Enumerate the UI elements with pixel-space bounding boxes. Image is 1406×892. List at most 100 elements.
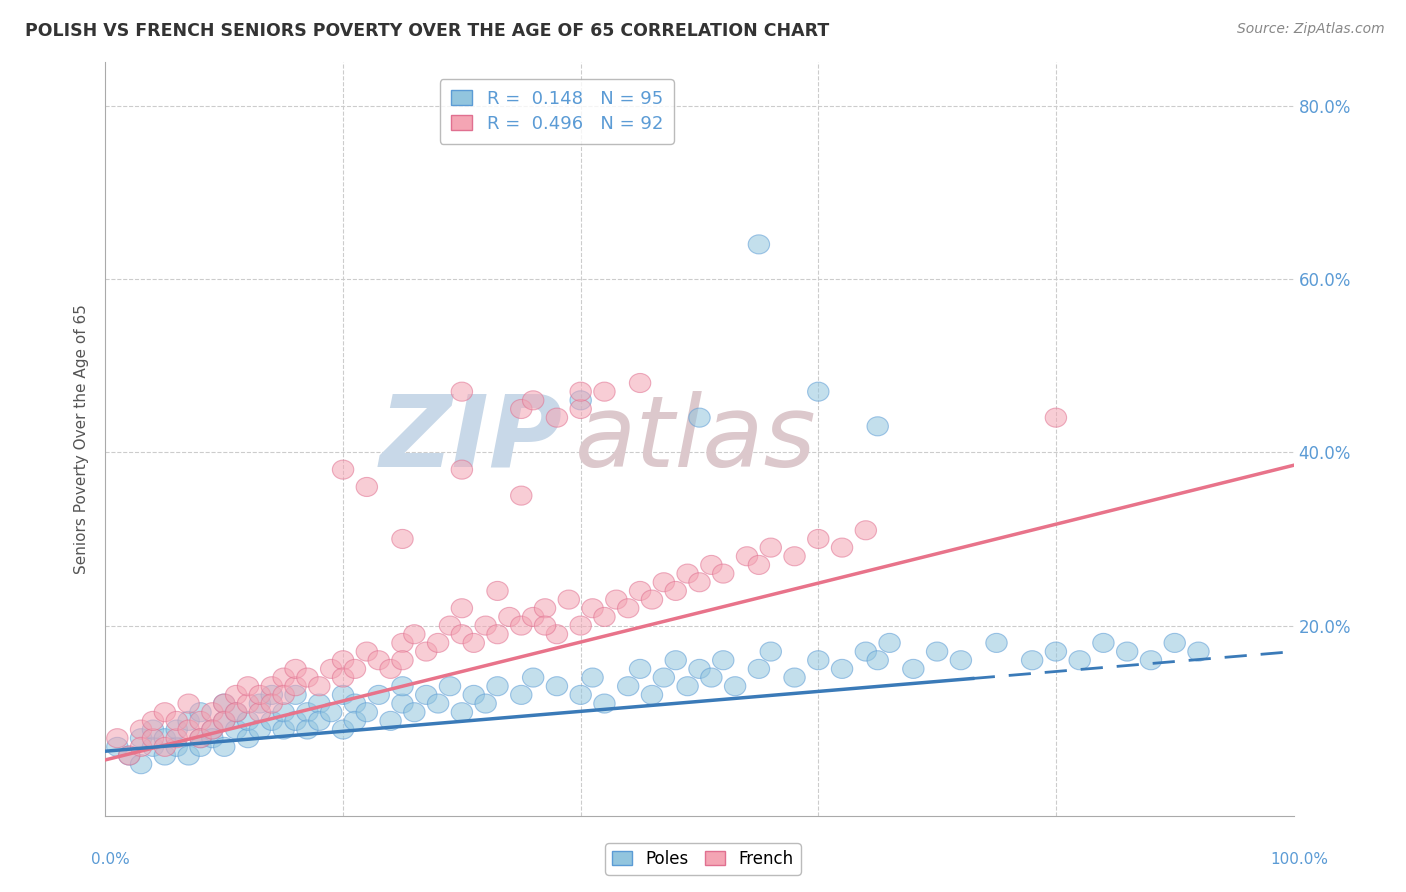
- Ellipse shape: [238, 677, 259, 696]
- Ellipse shape: [238, 711, 259, 731]
- Ellipse shape: [332, 460, 354, 479]
- Ellipse shape: [214, 694, 235, 713]
- Ellipse shape: [783, 668, 806, 687]
- Text: 0.0%: 0.0%: [91, 852, 131, 867]
- Ellipse shape: [427, 633, 449, 652]
- Ellipse shape: [510, 486, 531, 505]
- Ellipse shape: [308, 677, 330, 696]
- Ellipse shape: [748, 235, 769, 254]
- Ellipse shape: [262, 685, 283, 705]
- Ellipse shape: [142, 729, 163, 747]
- Ellipse shape: [155, 703, 176, 722]
- Ellipse shape: [392, 633, 413, 652]
- Ellipse shape: [569, 685, 592, 705]
- Ellipse shape: [356, 642, 378, 661]
- Ellipse shape: [831, 538, 853, 558]
- Ellipse shape: [546, 409, 568, 427]
- Ellipse shape: [689, 409, 710, 427]
- Ellipse shape: [617, 599, 638, 618]
- Ellipse shape: [131, 729, 152, 747]
- Ellipse shape: [689, 573, 710, 591]
- Ellipse shape: [439, 677, 461, 696]
- Ellipse shape: [321, 659, 342, 679]
- Ellipse shape: [201, 703, 224, 722]
- Ellipse shape: [713, 650, 734, 670]
- Ellipse shape: [855, 521, 876, 540]
- Ellipse shape: [308, 711, 330, 731]
- Ellipse shape: [569, 391, 592, 409]
- Ellipse shape: [416, 685, 437, 705]
- Text: ZIP: ZIP: [380, 391, 562, 488]
- Ellipse shape: [737, 547, 758, 566]
- Ellipse shape: [950, 650, 972, 670]
- Y-axis label: Seniors Poverty Over the Age of 65: Seniors Poverty Over the Age of 65: [75, 304, 90, 574]
- Ellipse shape: [190, 738, 211, 756]
- Ellipse shape: [1188, 642, 1209, 661]
- Ellipse shape: [297, 668, 318, 687]
- Ellipse shape: [523, 607, 544, 626]
- Ellipse shape: [451, 624, 472, 644]
- Ellipse shape: [392, 650, 413, 670]
- Ellipse shape: [179, 720, 200, 739]
- Ellipse shape: [486, 582, 508, 600]
- Ellipse shape: [700, 668, 723, 687]
- Ellipse shape: [179, 711, 200, 731]
- Ellipse shape: [569, 400, 592, 418]
- Ellipse shape: [676, 677, 699, 696]
- Ellipse shape: [273, 703, 294, 722]
- Ellipse shape: [249, 694, 270, 713]
- Ellipse shape: [225, 703, 247, 722]
- Ellipse shape: [190, 729, 211, 747]
- Ellipse shape: [118, 746, 141, 765]
- Legend: Poles, French: Poles, French: [606, 844, 800, 875]
- Ellipse shape: [630, 582, 651, 600]
- Ellipse shape: [855, 642, 876, 661]
- Ellipse shape: [903, 659, 924, 679]
- Ellipse shape: [392, 677, 413, 696]
- Ellipse shape: [297, 703, 318, 722]
- Ellipse shape: [1045, 409, 1067, 427]
- Ellipse shape: [131, 738, 152, 756]
- Ellipse shape: [807, 382, 830, 401]
- Ellipse shape: [155, 746, 176, 765]
- Ellipse shape: [463, 633, 485, 652]
- Ellipse shape: [713, 564, 734, 583]
- Ellipse shape: [569, 616, 592, 635]
- Ellipse shape: [166, 711, 187, 731]
- Ellipse shape: [404, 624, 425, 644]
- Ellipse shape: [986, 633, 1007, 652]
- Ellipse shape: [214, 711, 235, 731]
- Ellipse shape: [499, 607, 520, 626]
- Ellipse shape: [214, 711, 235, 731]
- Ellipse shape: [273, 720, 294, 739]
- Ellipse shape: [630, 659, 651, 679]
- Ellipse shape: [225, 720, 247, 739]
- Ellipse shape: [463, 685, 485, 705]
- Ellipse shape: [1140, 650, 1161, 670]
- Ellipse shape: [190, 729, 211, 747]
- Ellipse shape: [179, 694, 200, 713]
- Ellipse shape: [523, 391, 544, 409]
- Ellipse shape: [131, 720, 152, 739]
- Ellipse shape: [344, 694, 366, 713]
- Ellipse shape: [486, 624, 508, 644]
- Ellipse shape: [190, 711, 211, 731]
- Ellipse shape: [617, 677, 638, 696]
- Ellipse shape: [783, 547, 806, 566]
- Ellipse shape: [831, 659, 853, 679]
- Ellipse shape: [166, 729, 187, 747]
- Ellipse shape: [807, 650, 830, 670]
- Ellipse shape: [748, 659, 769, 679]
- Ellipse shape: [546, 624, 568, 644]
- Ellipse shape: [201, 720, 224, 739]
- Ellipse shape: [1045, 642, 1067, 661]
- Ellipse shape: [593, 382, 616, 401]
- Ellipse shape: [451, 460, 472, 479]
- Ellipse shape: [582, 668, 603, 687]
- Ellipse shape: [523, 668, 544, 687]
- Ellipse shape: [249, 703, 270, 722]
- Ellipse shape: [392, 694, 413, 713]
- Ellipse shape: [262, 711, 283, 731]
- Ellipse shape: [285, 677, 307, 696]
- Ellipse shape: [654, 573, 675, 591]
